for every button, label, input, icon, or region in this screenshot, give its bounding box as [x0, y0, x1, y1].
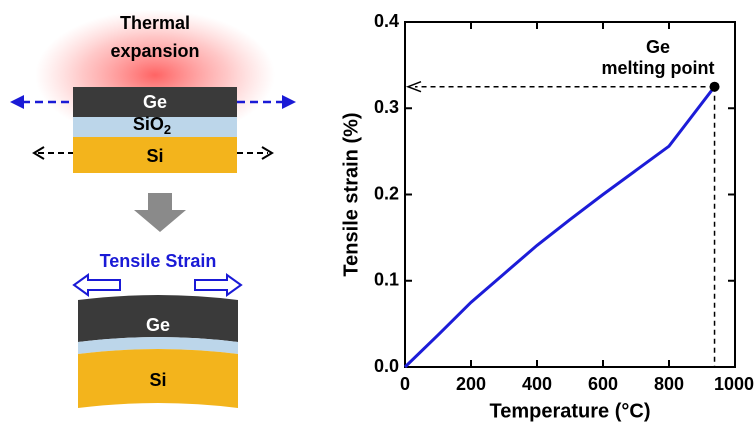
si-label: Si	[149, 370, 166, 390]
x-tick-label: 0	[400, 374, 410, 394]
black-arrow	[32, 146, 274, 160]
sio2-text: SiO	[133, 114, 164, 134]
strain-label: Tensile Strain	[100, 251, 217, 271]
data-line	[403, 85, 716, 369]
melting-point-marker	[709, 81, 720, 92]
ge-label: Ge	[146, 315, 170, 335]
ge-layer-bent	[78, 295, 238, 342]
x-tick-label: 600	[588, 374, 618, 394]
y-tick-label: 0.2	[374, 183, 399, 203]
x-tick-label: 800	[654, 374, 684, 394]
y-tick-label: 0.0	[374, 356, 399, 376]
sio2-label: SiO2	[133, 114, 171, 138]
ge-layer	[73, 87, 237, 117]
glow-label: expansion	[110, 41, 199, 61]
sio2-layer	[73, 117, 237, 137]
y-axis-label: Tensile strain (%)	[340, 112, 362, 276]
glow-label: Thermal	[120, 13, 190, 33]
sio2-subscript: 2	[164, 122, 171, 137]
down-arrow	[134, 193, 186, 232]
si-layer	[73, 137, 237, 173]
y-tick-label: 0.4	[374, 11, 399, 31]
annotation: melting point	[602, 58, 715, 78]
guide-arrowhead	[405, 80, 422, 93]
blue-arrow	[10, 95, 296, 109]
sio2-layer-bent	[78, 337, 238, 354]
si-label: Si	[146, 146, 163, 166]
si-layer-bent	[78, 349, 238, 408]
right-hollow-arrow	[194, 273, 243, 297]
y-tick-label: 0.3	[374, 97, 399, 117]
x-tick-label: 1000	[714, 374, 754, 394]
x-tick-label: 400	[522, 374, 552, 394]
left-hollow-arrow	[72, 273, 121, 297]
annotation: Ge	[646, 37, 670, 57]
y-tick-label: 0.1	[374, 270, 399, 290]
x-tick-label: 200	[456, 374, 486, 394]
ge-label: Ge	[143, 92, 167, 112]
chart: 0.0 0.1 0.2 0.3 0.4 0 200 400 600 800 1000 Temperat…	[340, 11, 754, 423]
x-axis-label: Temperature (°C)	[490, 400, 651, 422]
diagram: Thermal expansion Ge SiO2 Si Tensile Str…	[10, 10, 296, 408]
